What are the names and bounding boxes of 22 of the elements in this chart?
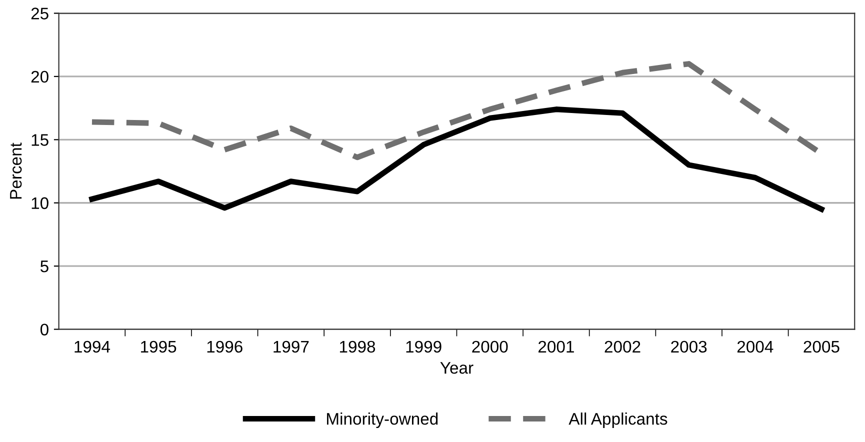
x-tick-label: 2005 <box>804 340 840 353</box>
x-tick-label: 1997 <box>274 340 309 353</box>
x-tick-label: 1999 <box>406 340 442 353</box>
x-tick-label: 2002 <box>604 340 640 353</box>
x-tick-label: 1995 <box>141 340 176 353</box>
x-axis-title: Year <box>440 362 474 374</box>
y-axis-title: Percent <box>10 142 22 199</box>
x-tick-label: 1994 <box>74 340 110 353</box>
x-tick-label: 1998 <box>340 340 376 353</box>
x-tick-label: 2000 <box>472 340 508 353</box>
y-tick-label: 10 <box>32 197 48 210</box>
x-tick-label: 2001 <box>538 340 574 353</box>
y-tick-label: 5 <box>40 260 48 272</box>
legend-label: Minority-owned <box>327 412 438 428</box>
y-tick-label: 15 <box>32 134 48 146</box>
legend-label: All Applicants <box>568 412 668 428</box>
y-tick-label: 20 <box>31 70 48 83</box>
y-tick-label: 25 <box>31 8 48 20</box>
x-tick-label: 1996 <box>207 340 242 353</box>
x-tick-label: 2004 <box>737 340 774 353</box>
x-tick-label: 2003 <box>671 340 707 353</box>
y-tick-label: 0 <box>40 324 48 336</box>
